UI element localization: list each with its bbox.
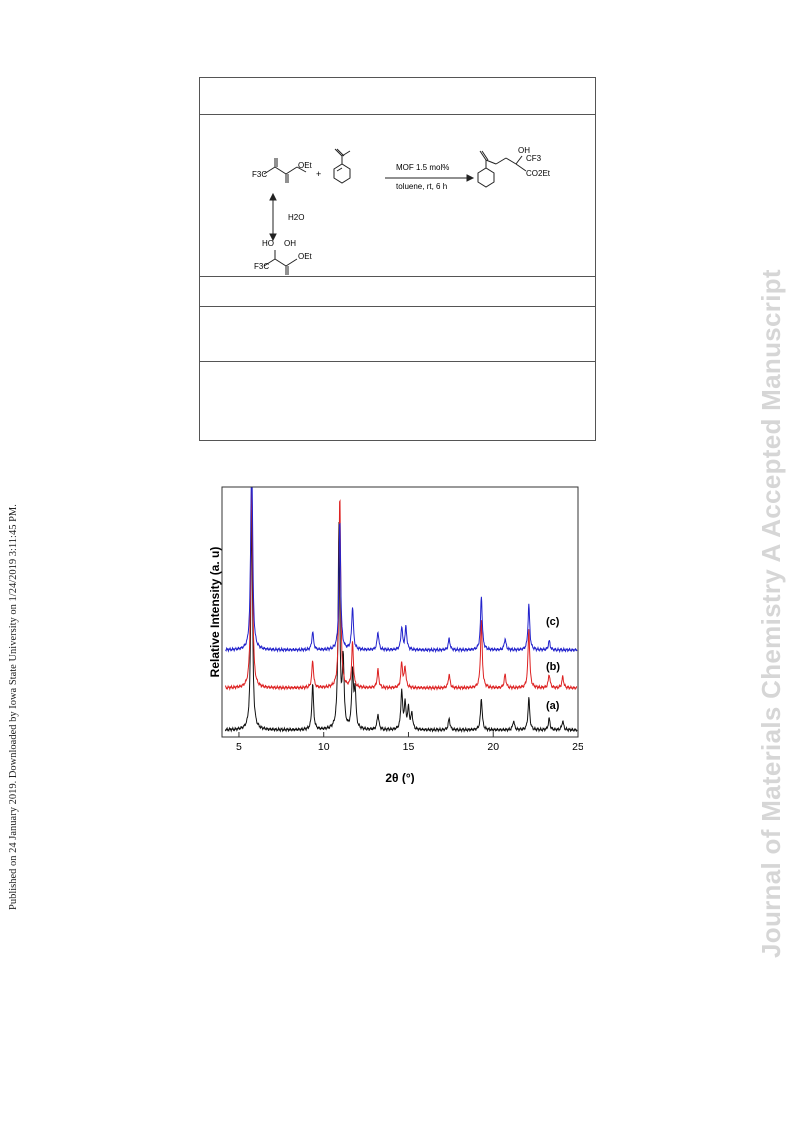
table-rule-3 xyxy=(200,361,595,362)
series-label-a: (a) xyxy=(546,700,560,712)
x-tick-label: 5 xyxy=(236,741,242,753)
x-tick-label: 15 xyxy=(403,741,415,753)
x-axis-title: 2θ (°) xyxy=(385,771,414,784)
hydrate-oet-label: OEt xyxy=(298,252,313,261)
plus-sign: + xyxy=(316,169,321,179)
series-label-b: (b) xyxy=(546,661,560,673)
hydrate-ho-label: HO xyxy=(262,239,274,248)
reaction-scheme: F3C OEt + MOF 1.5 mol% toluene, rt, 6 h … xyxy=(252,146,551,275)
reaction-table: F3C OEt + MOF 1.5 mol% toluene, rt, 6 h … xyxy=(199,77,596,441)
journal-watermark-text: Journal of Materials Chemistry A Accepte… xyxy=(756,269,786,958)
table-rule-header xyxy=(200,114,595,115)
water-label: H2O xyxy=(288,213,304,222)
conditions-solvent: toluene, rt, 6 h xyxy=(396,182,447,191)
y-axis-title: Relative Intensity (a. u) xyxy=(208,547,222,678)
journal-watermark: Journal of Materials Chemistry A Accepte… xyxy=(752,0,792,1121)
x-tick-label: 10 xyxy=(318,741,330,753)
product-co2et-label: CO2Et xyxy=(526,169,551,178)
xrd-plot: (a) (b) (c) 5 10 15 20 25 2θ (°) Relative Inte… xyxy=(208,486,584,785)
publication-note-text: Published on 24 January 2019. Downloaded… xyxy=(8,504,19,910)
product-cf3-label: CF3 xyxy=(526,154,542,163)
series-line-b xyxy=(224,487,578,692)
x-tick-label: 25 xyxy=(572,741,583,753)
x-tick-label: 20 xyxy=(487,741,499,753)
table-rule-1 xyxy=(200,276,595,277)
series-line-a xyxy=(224,509,578,733)
xrd-chart: (a) (b) (c) 5 10 15 20 25 2θ (°) Relative Inte… xyxy=(206,484,584,785)
product-oh-label: OH xyxy=(518,146,530,155)
series-line-c xyxy=(225,487,578,654)
hydrate-oh-label: OH xyxy=(284,239,296,248)
conditions-catalyst: MOF 1.5 mol% xyxy=(396,163,449,172)
hydrate-cf3-label: F3C xyxy=(254,262,269,271)
table-rule-2 xyxy=(200,306,595,307)
reactant-cf3-label: F3C xyxy=(252,170,267,179)
series-label-c: (c) xyxy=(546,616,560,628)
plot-frame xyxy=(221,486,579,738)
reactant-oet-label: OEt xyxy=(298,161,313,170)
publication-note: Published on 24 January 2019. Downloaded… xyxy=(8,0,22,1121)
